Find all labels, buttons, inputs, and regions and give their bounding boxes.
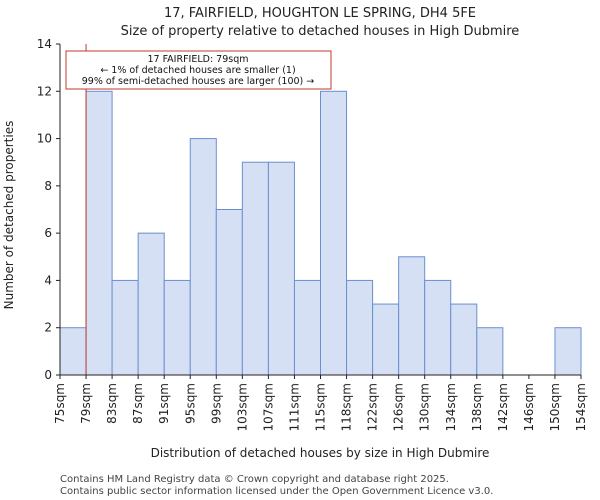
y-tick-label: 6	[44, 226, 52, 240]
bar-75sqm	[59, 327, 87, 376]
bar-83sqm	[111, 279, 139, 376]
bar-99sqm	[215, 209, 243, 376]
x-tick-label: 142sqm	[496, 383, 510, 431]
y-tick-label: 0	[44, 368, 52, 382]
annotation-line2: ← 1% of detached houses are smaller (1)	[100, 65, 295, 76]
footer-line1: Contains HM Land Registry data © Crown c…	[60, 474, 449, 485]
x-tick-label: 107sqm	[261, 383, 275, 431]
x-tick-label: 83sqm	[105, 383, 119, 424]
y-tick-label: 14	[37, 37, 52, 51]
x-tick-label: 134sqm	[444, 383, 458, 431]
annotation-line1: 17 FAIRFIELD: 79sqm	[147, 54, 248, 65]
bar-150sqm	[554, 327, 582, 376]
bar-122sqm	[372, 303, 400, 376]
x-tick-label: 146sqm	[522, 383, 536, 431]
annotation-line3: 99% of semi-detached houses are larger (…	[82, 76, 315, 87]
x-tick-label: 99sqm	[209, 383, 223, 424]
y-tick-label: 12	[37, 84, 52, 98]
x-tick-label: 118sqm	[340, 383, 354, 431]
y-axis-label: Number of detached properties	[2, 121, 16, 310]
bar-79sqm	[85, 90, 113, 376]
bar-103sqm	[241, 161, 269, 376]
bar-134sqm	[450, 303, 478, 376]
bar-95sqm	[189, 138, 217, 376]
x-tick-label: 91sqm	[157, 383, 171, 424]
y-tick-label: 2	[44, 321, 52, 335]
x-tick-label: 126sqm	[392, 383, 406, 431]
x-tick-label: 150sqm	[548, 383, 562, 431]
bar-111sqm	[293, 279, 322, 376]
bar-107sqm	[267, 161, 295, 376]
y-tick-label: 10	[37, 132, 52, 146]
annotation-rect	[65, 50, 332, 90]
x-tick-label: 75sqm	[53, 383, 67, 424]
chart-title-line2: Size of property relative to detached ho…	[121, 24, 520, 39]
bar-126sqm	[398, 256, 426, 376]
bar-group	[59, 90, 582, 376]
y-tick-label: 4	[44, 273, 52, 287]
x-tick-label: 79sqm	[79, 383, 93, 424]
x-tick-label: 111sqm	[287, 383, 301, 431]
x-tick-label: 103sqm	[235, 383, 249, 431]
annotation-box: 17 FAIRFIELD: 79sqm ← 1% of detached hou…	[65, 50, 332, 90]
x-axis-ticks: 75sqm 79sqm 83sqm 87sqm 91sqm 95sqm 99sqm 103sq…	[53, 375, 588, 431]
x-tick-label: 122sqm	[366, 383, 380, 431]
bar-91sqm	[163, 279, 191, 376]
y-tick-label: 8	[44, 179, 52, 193]
y-axis-ticks: 0 2 4 6 8 10 12 14	[37, 37, 60, 382]
bar-130sqm	[424, 279, 452, 376]
bar-138sqm	[476, 327, 504, 376]
x-tick-label: 138sqm	[470, 383, 484, 431]
footer-line2: Contains public sector information licen…	[60, 486, 494, 497]
bar-115sqm	[320, 90, 348, 376]
x-tick-label: 130sqm	[418, 383, 432, 431]
x-tick-label: 115sqm	[314, 383, 328, 431]
x-tick-label: 154sqm	[574, 383, 588, 431]
x-tick-label: 95sqm	[183, 383, 197, 424]
bar-87sqm	[137, 232, 165, 376]
x-axis-label: Distribution of detached houses by size …	[151, 446, 490, 460]
chart-title-line1: 17, FAIRFIELD, HOUGHTON LE SPRING, DH4 5…	[164, 6, 476, 21]
bar-118sqm	[346, 279, 374, 376]
x-tick-label: 87sqm	[131, 383, 145, 424]
